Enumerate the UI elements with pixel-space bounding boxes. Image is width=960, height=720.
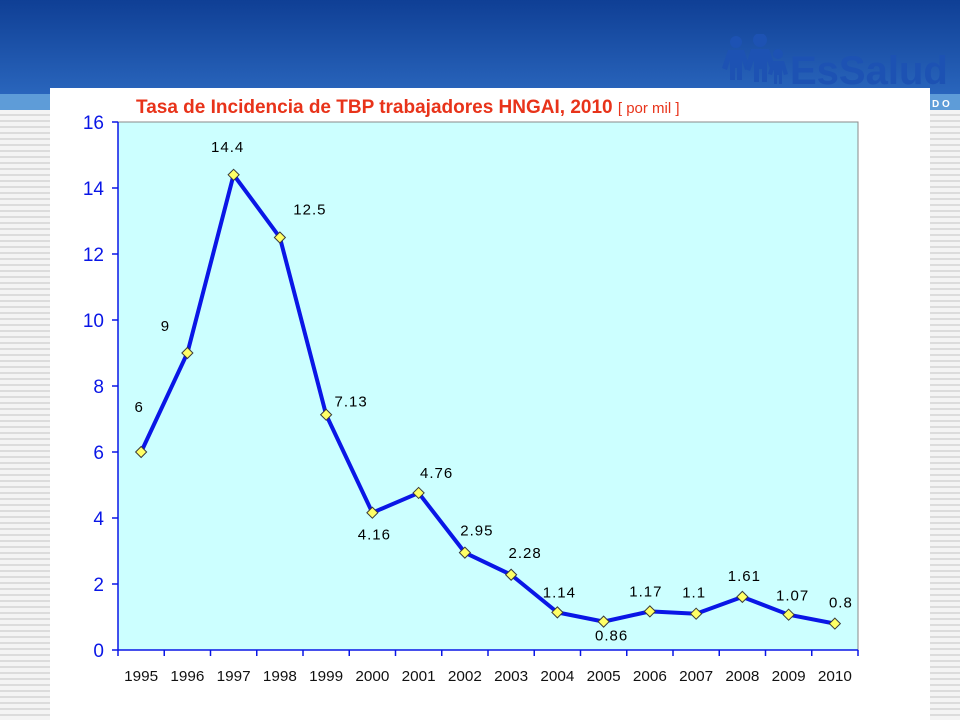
- x-tick-label: 1999: [309, 668, 343, 685]
- data-point-marker: [319, 408, 333, 421]
- corner-tag: D O: [932, 99, 950, 110]
- x-tick-label: 2009: [772, 668, 806, 685]
- y-tick-label: 2: [93, 575, 104, 596]
- x-tick-label: 2003: [494, 668, 528, 685]
- x-tick-label: 2008: [725, 668, 759, 685]
- x-tick-label: 1996: [170, 668, 204, 685]
- y-tick-label: 0: [93, 641, 104, 662]
- x-tick-label: 1995: [124, 668, 158, 685]
- y-tick-label: 14: [83, 179, 105, 200]
- data-label: 4.16: [358, 527, 391, 544]
- header-banner: [0, 0, 960, 96]
- data-label: 1.61: [728, 568, 761, 585]
- x-tick-label: 2007: [679, 668, 713, 685]
- data-label: 4.76: [420, 465, 453, 482]
- data-label: 12.5: [293, 202, 326, 219]
- y-tick-label: 4: [93, 509, 104, 530]
- x-tick-label: 2004: [540, 668, 574, 685]
- data-point-marker: [181, 346, 194, 360]
- data-label: 1.07: [776, 588, 809, 605]
- data-point-marker: [134, 445, 148, 459]
- chart-title: Tasa de Incidencia de TBP trabajadores H…: [136, 97, 613, 118]
- data-label: 1.14: [543, 584, 576, 601]
- x-tick-label: 1997: [217, 668, 251, 685]
- family-figures-icon: [722, 34, 788, 84]
- data-label: 1.1: [682, 585, 706, 602]
- data-point-marker: [273, 231, 287, 244]
- data-point-marker: [828, 617, 842, 630]
- y-tick-label: 12: [83, 245, 104, 266]
- x-tick-label: 2010: [818, 668, 852, 685]
- data-point-marker: [227, 168, 240, 182]
- essalud-logo: EsSalud: [722, 34, 948, 93]
- data-label: 0.86: [595, 628, 628, 645]
- data-point-marker: [597, 615, 610, 628]
- data-point-marker: [643, 605, 657, 618]
- y-tick-label: 16: [83, 113, 104, 134]
- data-label: 7.13: [335, 394, 368, 411]
- data-point-marker: [689, 607, 703, 620]
- data-point-marker: [412, 486, 425, 500]
- x-tick-label: 2006: [633, 668, 667, 685]
- data-label: 0.8: [829, 595, 853, 612]
- x-tick-label: 1998: [263, 668, 297, 685]
- data-point-marker: [458, 546, 472, 559]
- series-line: [139, 172, 836, 626]
- brand-name: EsSalud: [790, 49, 948, 93]
- x-tick-label: 2000: [355, 668, 389, 685]
- data-label: 1.17: [629, 583, 662, 600]
- data-point-marker: [736, 590, 749, 604]
- y-tick-label: 6: [93, 443, 104, 464]
- data-point-marker: [782, 608, 795, 621]
- data-point-marker: [504, 568, 518, 581]
- y-tick-label: 10: [83, 311, 104, 332]
- data-label: 14.4: [211, 139, 244, 156]
- x-tick-label: 2005: [587, 668, 621, 685]
- data-label: 6: [134, 399, 143, 416]
- data-label: 9: [161, 318, 170, 335]
- data-point-marker: [366, 506, 379, 519]
- data-point-marker: [551, 606, 564, 619]
- x-tick-label: 2002: [448, 668, 482, 685]
- data-label: 2.95: [460, 523, 493, 540]
- chart-unit-label: [ por mil ]: [617, 100, 680, 117]
- x-tick-label: 2001: [402, 668, 436, 685]
- y-tick-label: 8: [93, 377, 104, 398]
- chart-title-block: Tasa de Incidencia de TBP trabajadores H…: [136, 97, 856, 119]
- data-label: 2.28: [509, 545, 542, 562]
